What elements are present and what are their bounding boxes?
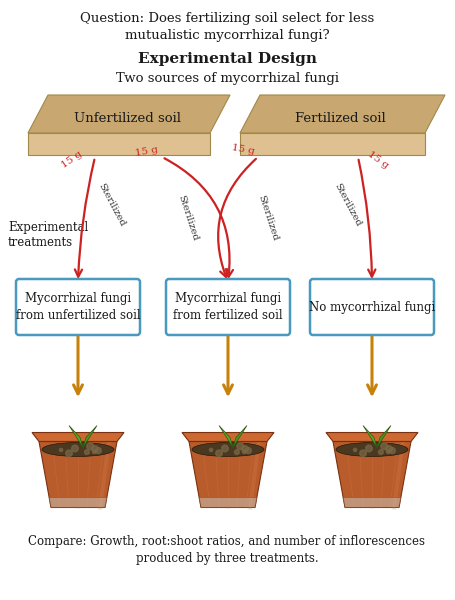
Text: 15 g: 15 g — [135, 146, 159, 158]
Polygon shape — [219, 425, 233, 448]
Circle shape — [71, 445, 78, 452]
Polygon shape — [343, 497, 401, 508]
Text: Mycorrhizal fungi
from fertilized soil: Mycorrhizal fungi from fertilized soil — [173, 292, 283, 322]
Polygon shape — [182, 433, 274, 442]
Text: 15 g: 15 g — [60, 149, 84, 170]
FancyBboxPatch shape — [166, 279, 290, 335]
Text: 15 g: 15 g — [366, 149, 390, 170]
Text: Question: Does fertilizing soil select for less
mutualistic mycorrhizal fungi?: Question: Does fertilizing soil select f… — [80, 12, 374, 42]
Circle shape — [92, 446, 98, 452]
Circle shape — [360, 450, 366, 457]
Polygon shape — [49, 497, 107, 508]
Circle shape — [365, 445, 372, 452]
Circle shape — [222, 445, 228, 452]
Circle shape — [389, 448, 395, 454]
Ellipse shape — [42, 443, 114, 457]
Polygon shape — [28, 133, 210, 155]
Text: Unfertilized soil: Unfertilized soil — [75, 112, 182, 124]
Text: Sterilized: Sterilized — [256, 194, 280, 242]
Circle shape — [60, 448, 63, 452]
Polygon shape — [199, 497, 257, 508]
Polygon shape — [28, 95, 230, 133]
Circle shape — [354, 448, 357, 452]
FancyBboxPatch shape — [310, 279, 434, 335]
Ellipse shape — [192, 443, 264, 457]
Circle shape — [245, 448, 251, 454]
Polygon shape — [39, 442, 117, 508]
Circle shape — [237, 443, 244, 450]
Polygon shape — [363, 425, 377, 448]
Text: Compare: Growth, root:shoot ratios, and number of inflorescences
produced by thr: Compare: Growth, root:shoot ratios, and … — [29, 535, 425, 565]
Polygon shape — [189, 442, 267, 508]
FancyBboxPatch shape — [16, 279, 140, 335]
Circle shape — [379, 449, 383, 454]
Circle shape — [243, 450, 246, 454]
Polygon shape — [240, 133, 425, 155]
Text: 15 g: 15 g — [231, 143, 255, 157]
Polygon shape — [233, 425, 247, 448]
Circle shape — [216, 450, 222, 457]
Polygon shape — [240, 95, 445, 133]
Text: Experimental Design: Experimental Design — [137, 52, 317, 66]
Circle shape — [242, 446, 248, 452]
Text: Two sources of mycorrhizal fungi: Two sources of mycorrhizal fungi — [116, 72, 339, 85]
Text: No mycorrhizal fungi: No mycorrhizal fungi — [309, 301, 435, 313]
Polygon shape — [69, 425, 83, 448]
Text: Mycorrhizal fungi
from unfertilized soil: Mycorrhizal fungi from unfertilized soil — [15, 292, 140, 322]
Text: Fertilized soil: Fertilized soil — [295, 112, 385, 124]
Polygon shape — [83, 425, 97, 448]
Circle shape — [234, 449, 239, 454]
Polygon shape — [377, 425, 391, 448]
Circle shape — [209, 448, 213, 452]
Polygon shape — [32, 433, 124, 442]
Circle shape — [386, 446, 392, 452]
Circle shape — [85, 449, 89, 454]
Polygon shape — [326, 433, 418, 442]
Text: Sterilized: Sterilized — [97, 182, 127, 228]
Circle shape — [381, 443, 388, 450]
Circle shape — [66, 450, 72, 457]
Circle shape — [92, 450, 96, 454]
Circle shape — [386, 450, 390, 454]
Polygon shape — [333, 442, 411, 508]
Text: Sterilized: Sterilized — [333, 182, 363, 228]
Circle shape — [87, 443, 94, 450]
Text: Experimental
treatments: Experimental treatments — [8, 220, 88, 250]
Ellipse shape — [336, 443, 408, 457]
Circle shape — [95, 448, 101, 454]
Text: Sterilized: Sterilized — [177, 194, 200, 242]
